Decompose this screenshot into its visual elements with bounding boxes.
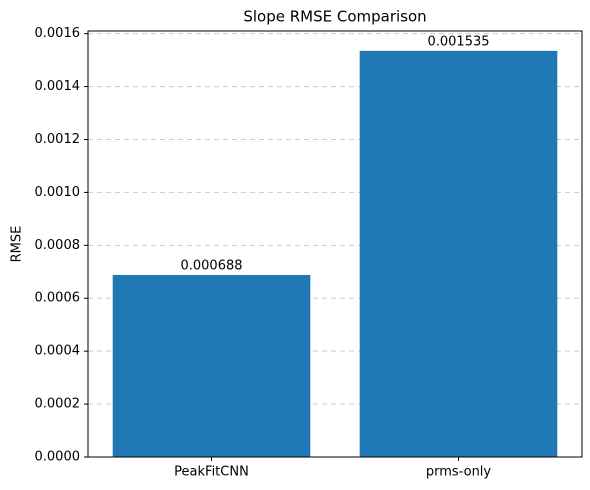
x-tick-label: PeakFitCNN: [174, 465, 249, 480]
y-tick-label: 0.0004: [35, 344, 81, 359]
plot-frame: [87, 30, 583, 458]
data-label: 0.001535: [427, 34, 489, 49]
bar: [112, 274, 311, 457]
y-tick-label: 0.0010: [35, 185, 81, 200]
y-tick-label: 0.0014: [35, 79, 81, 94]
y-axis-label: RMSE: [10, 226, 25, 263]
data-label: 0.000688: [180, 258, 242, 273]
x-tick-label: prms-only: [426, 465, 492, 480]
y-tick-label: 0.0002: [35, 397, 81, 412]
y-tick-label: 0.0000: [35, 450, 81, 465]
y-tick-label: 0.0008: [35, 238, 81, 253]
y-tick-label: 0.0012: [35, 132, 81, 147]
chart-title: Slope RMSE Comparison: [243, 8, 426, 26]
y-tick-label: 0.0006: [35, 291, 81, 306]
y-tick-label: 0.0016: [35, 26, 81, 41]
bar: [359, 50, 558, 457]
